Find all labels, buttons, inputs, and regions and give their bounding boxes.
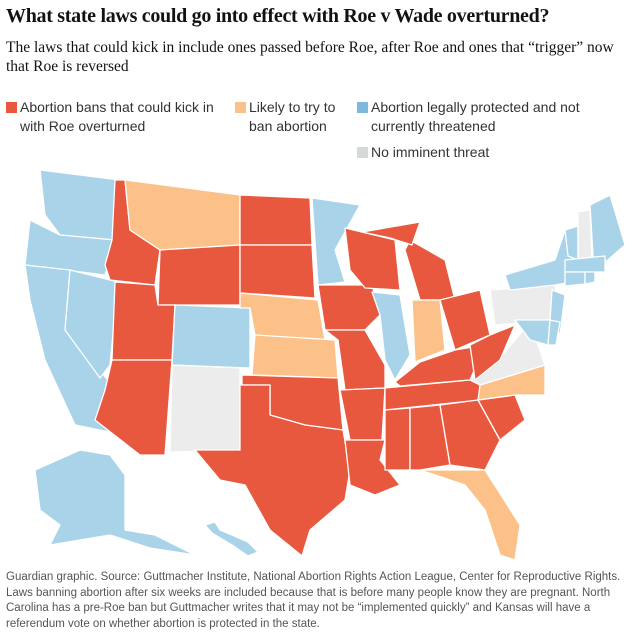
legend-label: No imminent threat — [371, 144, 490, 160]
state-nm — [169, 364, 241, 453]
state-ct — [564, 271, 586, 287]
legend-label: Abortion bans that could kick in with Ro… — [20, 99, 214, 134]
legend-item-ban: Abortion bans that could kick in with Ro… — [6, 98, 226, 136]
chart-title: What state laws could go into effect wit… — [6, 5, 550, 27]
state-wa — [39, 169, 121, 241]
state-ma — [564, 255, 606, 273]
state-nd — [239, 194, 313, 246]
legend-swatch — [357, 102, 368, 113]
state-mi — [361, 221, 421, 246]
legend-swatch — [6, 102, 17, 113]
state-hi — [204, 521, 259, 557]
state-az — [94, 359, 173, 456]
state-sd — [239, 244, 316, 299]
state-ne — [239, 292, 326, 341]
state-ar — [339, 387, 386, 441]
state-ak — [34, 449, 196, 556]
state-me — [589, 194, 626, 273]
state-al — [409, 404, 451, 471]
state-wy — [157, 244, 241, 306]
state-in — [411, 299, 446, 363]
legend-item-likely: Likely to try to ban abortion — [235, 98, 350, 136]
footnote: Guardian graphic. Source: Guttmacher Ins… — [6, 571, 621, 630]
state-ms — [384, 407, 411, 471]
state-co — [171, 304, 251, 369]
state-ri — [584, 271, 596, 285]
legend-item-protected: Abortion legally protected and not curre… — [357, 98, 607, 136]
legend-swatch — [235, 102, 246, 113]
state-ia — [317, 284, 381, 331]
state-nh — [577, 209, 593, 261]
legend-label: Likely to try to ban abortion — [249, 99, 336, 134]
state-tx — [194, 384, 351, 557]
state-fl — [419, 469, 521, 561]
legend-swatch — [357, 147, 368, 158]
state-wi — [344, 227, 401, 291]
state-wv — [469, 324, 516, 381]
state-ks — [251, 334, 339, 379]
state-de — [547, 319, 561, 346]
legend-label: Abortion legally protected and not curre… — [371, 99, 580, 134]
state-ga — [439, 399, 501, 471]
chart-subtitle: The laws that could kick in include ones… — [6, 39, 614, 75]
state-mn — [311, 197, 361, 286]
state-mi — [404, 239, 456, 301]
legend-item-none: No imminent threat — [357, 143, 607, 162]
state-il — [371, 291, 411, 381]
